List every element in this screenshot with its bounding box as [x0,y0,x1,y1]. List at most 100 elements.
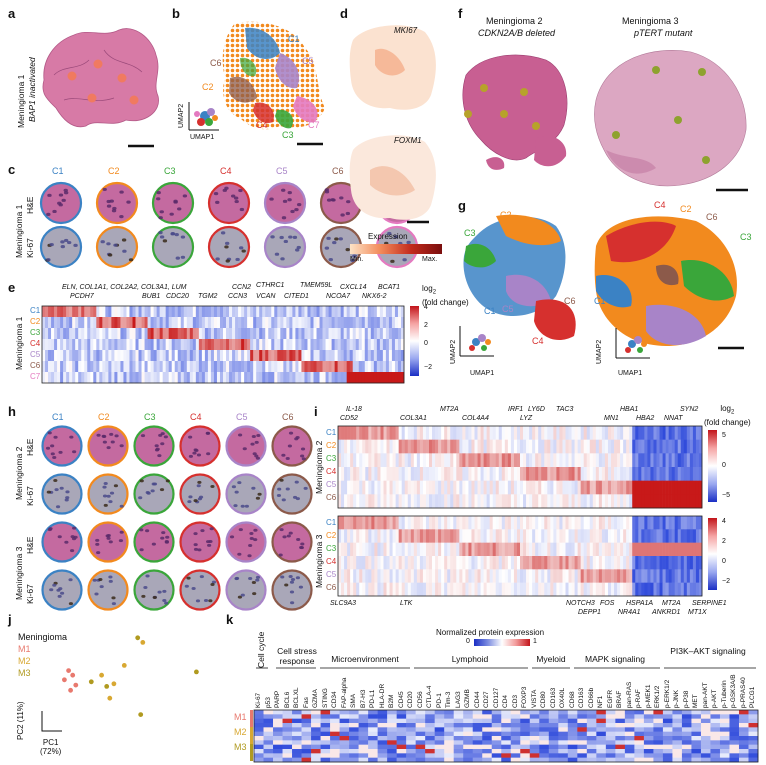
heat-cell [680,556,685,570]
heat-cell [529,556,533,570]
heat-cell [376,306,381,318]
panel-h-cluster-label-C5: C5 [236,412,248,422]
heat-cell [638,569,642,583]
heat-cell [672,710,683,715]
heat-cell [292,350,296,362]
heat-cell [344,439,348,454]
heat-cell [123,350,127,362]
heat-cell [289,306,293,318]
heat-cell [629,467,633,481]
heat-cell [586,714,597,719]
heat-cell [698,467,703,481]
heat-cell [441,516,445,530]
heat-cell [105,317,109,329]
heat-cell [361,361,366,373]
heat-cell [434,714,445,719]
heat-cell [374,480,378,495]
heat-cell [401,516,406,530]
heat-cell [598,467,603,481]
panel-h-row-hne-m3: H&E [25,536,35,554]
heat-cell [444,569,448,583]
heat-cell [328,317,332,329]
panel-j-ylabel: PC2 (11%) [16,701,25,740]
heat-cell [632,529,636,543]
heat-cell [510,439,515,454]
heat-cell [377,710,388,715]
heat-cell [338,426,342,440]
heat-cell [425,494,430,509]
heat-cell [268,317,272,329]
heat-cell [238,350,242,362]
heat-cell [298,350,302,362]
heat-cell [368,710,378,715]
panel-h-ki67-C5-m3 [225,569,267,611]
heat-cell [210,328,215,340]
heat-cell [48,339,52,351]
heat-cell [376,328,381,340]
heat-cell [265,317,269,329]
heat-cell [611,439,615,454]
heat-cell [644,569,648,583]
heat-cell [397,361,402,373]
heat-cell [662,731,673,737]
heat-cell [686,480,691,495]
panel-i-row-m3-C1: C1 [326,518,337,527]
heat-cell [671,494,675,509]
heat-cell [256,372,260,384]
heat-cell [611,453,615,468]
heat-cell [238,317,242,329]
heat-cell [392,542,396,557]
heat-cell [311,714,321,719]
heat-cell [620,480,624,495]
heat-cell [541,516,545,530]
heat-cell [174,361,179,373]
heat-cell [45,350,49,362]
heat-cell [523,582,527,597]
heat-cell [653,731,664,737]
heat-cell [562,529,566,543]
heat-cell [343,317,347,329]
heat-cell [213,361,218,373]
heat-cell [520,723,531,728]
heat-cell [596,736,607,741]
heat-cell [501,757,512,763]
heat-cell [350,480,354,495]
heat-cell [447,556,451,570]
panel-e-tick-0: 4 [424,304,428,311]
heat-cell [435,516,439,530]
panel-c-cluster-label-C5: C5 [276,166,288,176]
heat-cell [491,714,502,719]
heat-cell [729,723,740,728]
heat-cell [370,328,375,340]
heat-cell [259,306,263,318]
heat-cell [450,529,454,543]
pca-axes [41,711,62,732]
heat-cell [644,426,648,440]
heat-cell [567,727,578,732]
heat-cell [364,350,369,362]
heat-cell [501,753,512,758]
heat-cell [589,494,594,509]
heat-cell [400,361,405,373]
heat-cell [547,426,551,440]
heat-cell [99,317,103,329]
heat-cell [562,439,566,454]
heat-cell [700,744,711,750]
heat-cell [425,736,435,741]
heat-cell [617,426,621,440]
heat-cell [156,361,160,373]
heat-cell [647,542,651,557]
heat-cell [72,317,76,329]
heat-cell [129,372,133,384]
heat-cell [311,731,321,737]
heat-cell [677,569,682,583]
heat-cell [90,361,94,373]
heat-cell [662,753,673,758]
heat-cell [274,317,278,329]
heat-cell [388,306,393,318]
heat-cell [719,714,730,719]
heat-cell [559,516,563,530]
heat-cell [683,582,688,597]
heat-cell [232,306,236,318]
heat-cell [520,569,524,583]
